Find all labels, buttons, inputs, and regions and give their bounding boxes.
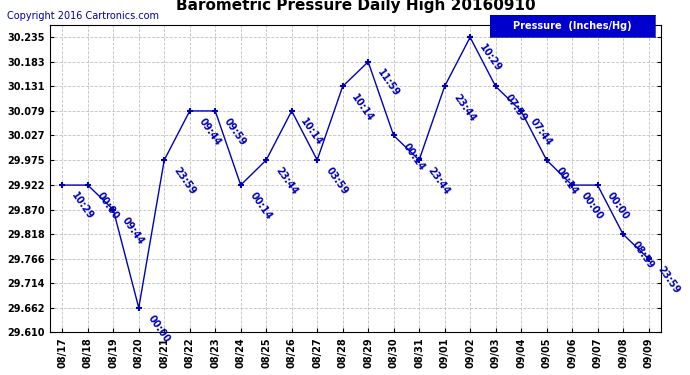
- Text: 23:44: 23:44: [273, 166, 299, 197]
- Text: 00:14: 00:14: [553, 166, 580, 197]
- Text: 03:59: 03:59: [324, 166, 350, 197]
- Text: 00:14: 00:14: [248, 190, 274, 222]
- Text: 10:14: 10:14: [350, 92, 375, 123]
- Text: 10:14: 10:14: [299, 117, 324, 148]
- Text: 23:44: 23:44: [451, 92, 477, 123]
- Text: 07:44: 07:44: [528, 117, 554, 148]
- Text: 23:59: 23:59: [656, 264, 682, 296]
- Text: 23:59: 23:59: [171, 166, 197, 197]
- Text: 00:00: 00:00: [579, 190, 605, 222]
- Text: 00:14: 00:14: [401, 141, 426, 172]
- Title: Barometric Pressure Daily High 20160910: Barometric Pressure Daily High 20160910: [175, 0, 535, 13]
- Text: 00:00: 00:00: [95, 190, 121, 222]
- Text: Copyright 2016 Cartronics.com: Copyright 2016 Cartronics.com: [7, 11, 159, 21]
- Text: 10:29: 10:29: [69, 190, 95, 222]
- Text: 09:44: 09:44: [120, 215, 146, 246]
- Text: 09:44: 09:44: [197, 117, 223, 148]
- Text: 08:59: 08:59: [630, 240, 656, 271]
- Text: 09:59: 09:59: [222, 117, 248, 148]
- Text: 11:59: 11:59: [375, 68, 401, 99]
- Text: 10:29: 10:29: [477, 43, 503, 74]
- Text: 23:44: 23:44: [426, 166, 452, 197]
- Text: 00:00: 00:00: [146, 314, 172, 345]
- Text: 07:59: 07:59: [502, 92, 529, 123]
- Text: 00:00: 00:00: [604, 190, 631, 222]
